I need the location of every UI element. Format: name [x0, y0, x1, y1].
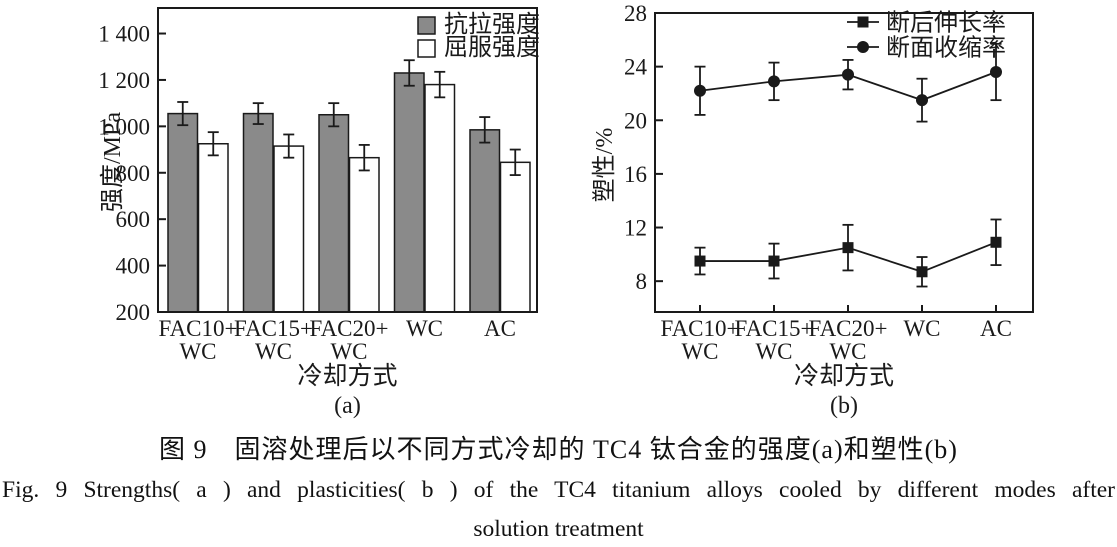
x-tick-label: WC	[903, 316, 940, 341]
marker-circle-FAC15+WC	[768, 75, 780, 88]
legend-marker-circle	[857, 41, 869, 53]
figure-caption-chinese: 图 9 固溶处理后以不同方式冷却的 TC4 钛合金的强度(a)和塑性(b)	[159, 435, 958, 464]
x-tick-label: FAC10+	[158, 316, 237, 341]
y-tick-label: 200	[116, 300, 151, 325]
y-tick-label: 24	[624, 55, 648, 80]
bar-FAC15+WC-series2	[273, 145, 305, 313]
marker-circle-WC	[916, 94, 928, 107]
x-tick-label: FAC15+	[234, 316, 313, 341]
plot-frame	[654, 12, 1034, 313]
y-tick-label: 28	[624, 1, 647, 26]
bar-FAC20+WC-series1	[318, 113, 350, 313]
bar-FAC10+WC-series1	[167, 112, 199, 313]
y-tick-label: 20	[624, 108, 647, 133]
chart-b-plasticity-line-chart: 81216202428塑性/%FAC10+WCFAC15+WCFAC20+WCW…	[591, 1, 1034, 419]
figure-caption-english-line1: Fig. 9 Strengths( a ) and plasticities( …	[2, 477, 1115, 503]
legend-swatch	[417, 16, 436, 35]
bar-FAC20+WC-series2	[348, 156, 380, 313]
y-tick-label: 1 400	[98, 22, 150, 47]
marker-circle-FAC20+WC	[842, 68, 854, 81]
x-tick-label: WC	[406, 316, 443, 341]
bar-FAC15+WC-series1	[242, 112, 274, 313]
legend-label: 抗拉强度	[444, 11, 540, 38]
plot-frame	[157, 7, 538, 313]
x-axis-title: 冷却方式	[297, 362, 397, 390]
marker-circle-AC	[990, 65, 1002, 78]
x-axis-title: 冷却方式	[794, 362, 894, 390]
subplot-label: (b)	[830, 393, 858, 419]
subplot-label: (a)	[334, 393, 361, 419]
x-tick-label: AC	[980, 316, 1012, 341]
marker-square-FAC10+WC	[694, 255, 706, 267]
y-tick-label: 1 000	[98, 114, 150, 139]
figure-caption-english-line2: solution treatment	[473, 516, 644, 542]
marker-square-FAC15+WC	[768, 255, 780, 267]
y-axis-title: 塑性/%	[591, 128, 618, 203]
x-tick-label: FAC15+	[734, 316, 813, 341]
x-tick-label: AC	[484, 316, 516, 341]
y-tick-label: 16	[624, 162, 647, 187]
y-tick-label: 8	[636, 269, 648, 294]
bar-AC-series2	[499, 161, 531, 313]
x-tick-label: WC	[829, 339, 866, 364]
bar-FAC10+WC-series2	[197, 143, 229, 313]
x-tick-label: FAC20+	[309, 316, 388, 341]
legend-swatch	[417, 39, 436, 58]
y-axis-title: 强度/MPa	[99, 112, 126, 212]
legend-marker-square	[857, 16, 869, 28]
marker-square-AC	[990, 236, 1002, 248]
y-tick-label: 400	[116, 254, 151, 279]
y-tick-label: 600	[116, 207, 151, 232]
legend-label: 屈服强度	[444, 34, 540, 61]
bar-WC-series2	[424, 83, 456, 313]
x-tick-label: WC	[681, 339, 718, 364]
y-tick-label: 12	[624, 216, 647, 241]
figure-charts: 200 400 600 800 1 000 1 200 1 400 强度/MPa FAC10+ W…	[98, 1, 1034, 419]
marker-circle-FAC10+WC	[694, 84, 706, 97]
bar-WC-series1	[393, 72, 425, 313]
bar-AC-series1	[469, 129, 501, 313]
x-tick-label: FAC20+	[808, 316, 887, 341]
x-tick-label: FAC10+	[660, 316, 739, 341]
marker-square-FAC20+WC	[842, 242, 854, 254]
marker-square-WC	[916, 266, 928, 278]
y-tick-label: 800	[116, 161, 151, 186]
x-tick-label: WC	[255, 339, 292, 364]
y-tick-label: 1 200	[98, 68, 150, 93]
x-tick-label: WC	[755, 339, 792, 364]
legend-label: 断面收缩率	[886, 35, 1006, 62]
x-tick-label: WC	[330, 339, 367, 364]
legend-label: 断后伸长率	[886, 10, 1006, 37]
x-tick-label: WC	[179, 339, 216, 364]
